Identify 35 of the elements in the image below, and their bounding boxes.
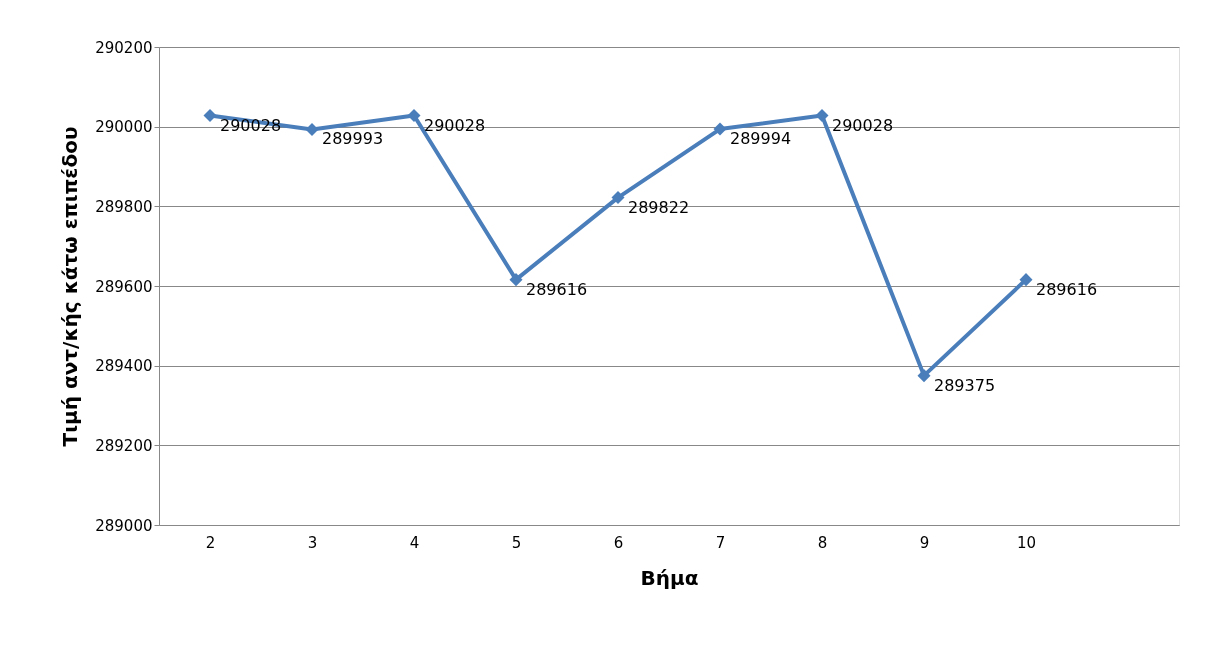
- data-label: 289993: [322, 129, 384, 149]
- data-label: 289616: [526, 279, 588, 299]
- x-tick-label: 5: [511, 533, 522, 552]
- y-tick-label: 289400: [95, 357, 153, 376]
- y-tick-label: 290000: [95, 118, 153, 137]
- y-tick-label: 289200: [95, 436, 153, 455]
- data-label: 290028: [424, 115, 486, 135]
- point: [815, 108, 829, 123]
- point: [407, 108, 421, 123]
- y-tick-label: 289800: [95, 197, 153, 216]
- point: [611, 191, 625, 205]
- x-tick-label: 4: [409, 533, 420, 552]
- y-tick-label: 290200: [95, 38, 153, 57]
- point: [509, 273, 523, 287]
- x-tick-label: 7: [715, 533, 726, 552]
- y-axis-title: Τιμή αντ/κής κάτω επιπέδου: [58, 126, 83, 447]
- y-tick-label: 289600: [95, 277, 153, 296]
- point: [203, 108, 217, 123]
- data-label: 290028: [832, 115, 894, 135]
- x-tick-label: 6: [613, 533, 624, 552]
- point: [305, 122, 319, 136]
- x-tick-label: 10: [1016, 533, 1037, 552]
- data-label: 289616: [1036, 279, 1098, 299]
- x-tick-label: 2: [205, 533, 216, 552]
- data-label: 289375: [934, 375, 996, 395]
- x-axis-title: Βήμα: [640, 565, 699, 590]
- y-tick-label: 289000: [95, 516, 153, 535]
- x-tick-label: 8: [817, 533, 828, 552]
- data-label: 289994: [730, 129, 792, 149]
- point: [917, 369, 931, 383]
- x-tick-label: 3: [307, 533, 318, 552]
- point: [1019, 273, 1033, 287]
- point: [713, 122, 727, 136]
- data-label: 289822: [628, 197, 690, 217]
- x-tick-label: 9: [919, 533, 930, 552]
